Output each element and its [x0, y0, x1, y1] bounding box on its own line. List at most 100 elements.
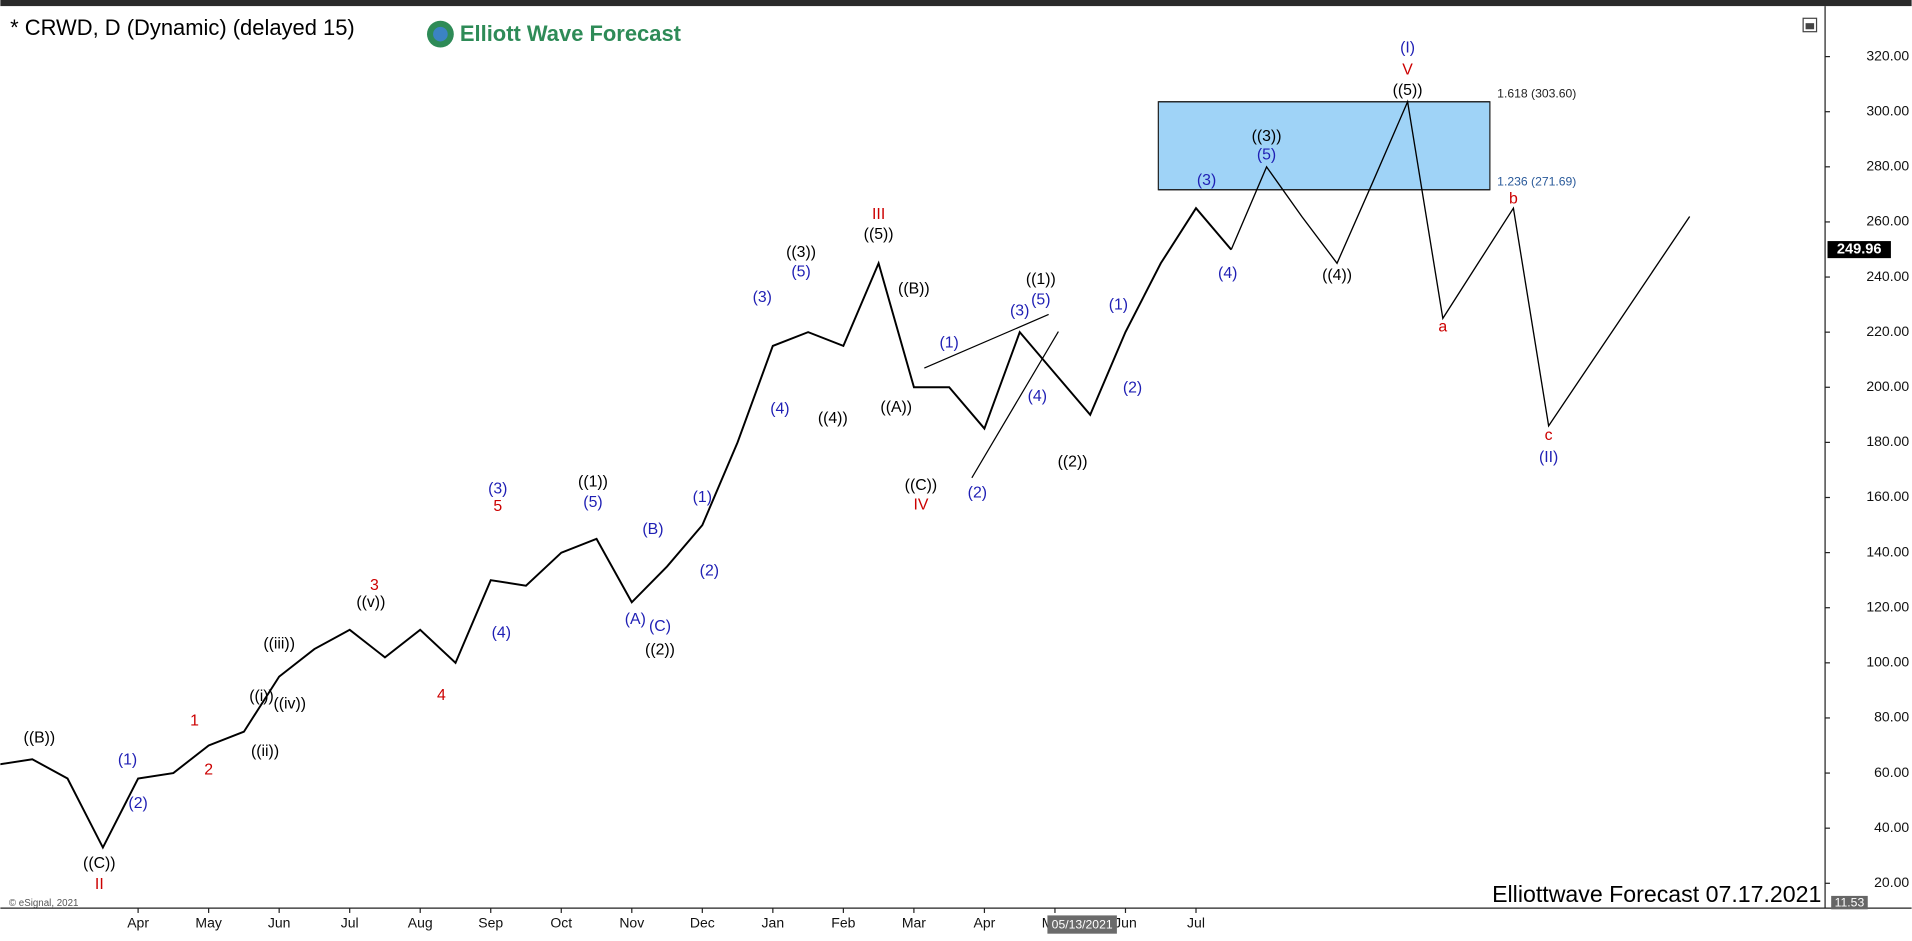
wave-label: ((C)) [905, 477, 938, 494]
wave-label: (4) [1218, 265, 1237, 282]
wave-label: (5) [1031, 292, 1050, 309]
x-tick-label: May [195, 915, 221, 931]
y-tick-label: 240.00 [1866, 268, 1909, 284]
wave-label: (3) [1010, 303, 1029, 320]
x-tick-label: Jan [762, 915, 785, 931]
wedge-line [924, 313, 1049, 369]
price-line [0, 206, 1232, 850]
wave-label: V [1402, 62, 1413, 79]
wave-label: (1) [693, 489, 712, 506]
logo: Elliott Wave Forecast [426, 20, 682, 48]
wave-label: ((A)) [880, 399, 912, 416]
chart-title: * CRWD, D (Dynamic) (delayed 15) [10, 15, 355, 40]
wave-label: (3) [1197, 172, 1216, 189]
wedge-line [971, 331, 1059, 479]
y-tick-label: 100.00 [1866, 654, 1909, 670]
wave-label: ((3)) [1252, 128, 1282, 145]
window-icon[interactable] [1802, 17, 1818, 33]
x-tick-label: Feb [831, 915, 855, 931]
wave-label: (2) [1123, 380, 1142, 397]
last-price-tag [1827, 241, 1891, 259]
wave-label: ((5)) [1393, 82, 1423, 99]
x-tick-label: Dec [690, 915, 715, 931]
y-tick-label: 220.00 [1866, 323, 1909, 339]
logo-icon-inner [433, 26, 448, 42]
watermark: Elliottwave Forecast 07.17.2021 [1492, 881, 1821, 907]
y-tick-label: 140.00 [1866, 543, 1909, 559]
y-tick-label: 40.00 [1874, 819, 1909, 835]
copyright: © eSignal, 2021 [9, 898, 79, 909]
wave-label: (2) [968, 484, 987, 501]
wave-label: (4) [770, 401, 789, 418]
wave-label: ((4)) [1322, 267, 1352, 284]
projection-line [1230, 99, 1691, 428]
indicator-box [1831, 895, 1868, 910]
y-tick-label: 260.00 [1866, 213, 1909, 229]
wave-label: (1) [939, 334, 958, 351]
wave-label: 1 [190, 712, 199, 729]
wave-label: (2) [700, 562, 719, 579]
wave-label: ((2)) [1058, 454, 1088, 471]
wave-label: (C) [649, 618, 671, 635]
last-price-label: 249.96 [1837, 241, 1882, 257]
wave-label: ((iii)) [263, 636, 295, 653]
wave-label: 2 [204, 761, 213, 778]
crosshair-date-label: 05/13/2021 [1052, 917, 1113, 931]
wave-label: b [1509, 191, 1518, 208]
wave-label: c [1545, 427, 1553, 444]
wave-label: II [95, 876, 104, 893]
wave-label: (B) [642, 521, 663, 538]
wave-label: (I) [1400, 40, 1415, 57]
x-tick-label: Jun [1114, 915, 1137, 931]
window-icon-inner [1805, 23, 1815, 30]
y-tick-label: 160.00 [1866, 488, 1909, 504]
x-tick-label: Jul [1187, 915, 1205, 931]
wave-label: 4 [437, 687, 446, 704]
wave-label: ((1)) [578, 473, 608, 490]
x-tick-label: Jun [268, 915, 291, 931]
wave-label: (1) [118, 751, 137, 768]
y-tick-label: 300.00 [1866, 102, 1909, 118]
wave-label: 3 [370, 577, 379, 594]
wave-label: ((2)) [645, 642, 675, 659]
wave-label: 5 [493, 498, 502, 515]
wave-label: IV [913, 496, 928, 513]
top-bar [0, 0, 1912, 7]
wave-label: (3) [488, 480, 507, 497]
x-tick-label: Jul [341, 915, 359, 931]
y-tick-label: 20.00 [1874, 874, 1909, 890]
wave-label: (II) [1539, 449, 1558, 466]
crosshair-date-box [1047, 915, 1117, 934]
fib-level-label: 1.618 (303.60) [1497, 87, 1576, 101]
y-tick-label: 180.00 [1866, 433, 1909, 449]
wave-label: ((i)) [249, 688, 274, 705]
wave-label: ((3)) [786, 244, 816, 261]
wave-label: ((C)) [83, 855, 116, 872]
wave-label: (5) [1257, 146, 1276, 163]
indicator-value: 11.53 [1835, 895, 1865, 909]
x-tick-label: Mar [902, 915, 926, 931]
wave-label: (2) [128, 795, 147, 812]
wave-label: ((B)) [898, 281, 930, 298]
wave-label: (A) [625, 611, 646, 628]
x-tick-label: Nov [619, 915, 644, 931]
y-tick-label: 120.00 [1866, 598, 1909, 614]
y-tick-label: 320.00 [1866, 47, 1909, 63]
x-tick-label: Apr [127, 915, 149, 931]
y-tick-label: 60.00 [1874, 764, 1909, 780]
wave-label: ((1)) [1026, 271, 1056, 288]
wave-label: ((B)) [24, 729, 56, 746]
fib-level-label: 1.236 (271.69) [1497, 175, 1576, 189]
wave-label: a [1438, 318, 1447, 335]
wave-label: ((4)) [818, 410, 848, 427]
wave-label: ((v)) [356, 594, 385, 611]
wave-label: ((ii)) [251, 743, 279, 760]
fib-zone [1157, 101, 1491, 191]
logo-text: Elliott Wave Forecast [460, 21, 682, 46]
x-tick-label: Oct [550, 915, 572, 931]
y-tick-label: 80.00 [1874, 709, 1909, 725]
x-tick-label: Sep [478, 915, 503, 931]
wave-label: (3) [753, 289, 772, 306]
